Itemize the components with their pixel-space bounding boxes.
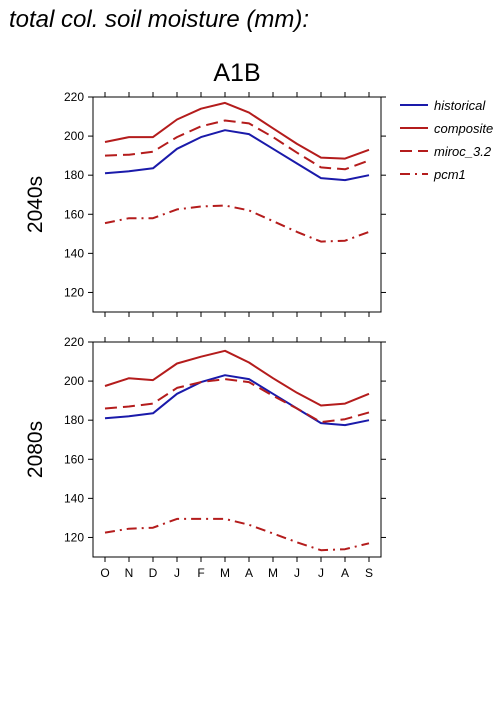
series-line-composite xyxy=(104,101,370,160)
x-tick-label: F xyxy=(197,566,204,580)
x-tick-label: J xyxy=(318,566,324,580)
legend: historical composite miroc_3.2 pcm1 xyxy=(400,98,493,182)
y-tick-label: 120 xyxy=(64,530,84,544)
panel-label: 2040s xyxy=(24,176,47,233)
series-line-pcm1 xyxy=(104,204,370,243)
plot-frame xyxy=(92,96,382,313)
panel-2040s: 120 140 160 180 200 220 2040s xyxy=(24,90,386,317)
panels-layer: 120 140 160 180 200 220 2040s 120 140 160 180 200 22… xyxy=(24,90,386,580)
y-tick-label: 180 xyxy=(64,413,84,427)
y-tick-label: 200 xyxy=(64,129,84,143)
series-line-historical xyxy=(104,129,370,182)
y-tick-label: 160 xyxy=(64,207,84,221)
series-line-composite xyxy=(104,349,370,407)
x-tick-label: J xyxy=(294,566,300,580)
legend-label: pcm1 xyxy=(433,167,466,182)
series-line-miroc_3.2 xyxy=(104,378,370,424)
x-tick-label: M xyxy=(268,566,278,580)
x-tick-label: N xyxy=(125,566,134,580)
y-tick-label: 140 xyxy=(64,246,84,260)
legend-label: composite xyxy=(434,121,493,136)
series-line-pcm1 xyxy=(104,517,370,552)
x-tick-label: O xyxy=(100,566,109,580)
series-line-historical xyxy=(104,374,370,427)
y-tick-label: 140 xyxy=(64,491,84,505)
plot-frame xyxy=(92,341,382,558)
y-tick-label: 220 xyxy=(64,90,84,104)
page-title: total col. soil moisture (mm): xyxy=(9,6,310,33)
panel-label: 2080s xyxy=(24,421,47,478)
x-tick-label: J xyxy=(174,566,180,580)
y-tick-label: 220 xyxy=(64,335,84,349)
y-tick-label: 200 xyxy=(64,374,84,388)
panel-2080s: 120 140 160 180 200 220 O N D J F M A M J J A S 2080s xyxy=(24,335,386,580)
x-tick-label: D xyxy=(149,566,158,580)
y-tick-label: 180 xyxy=(64,168,84,182)
x-tick-label: S xyxy=(365,566,373,580)
x-tick-label: M xyxy=(220,566,230,580)
y-tick-label: 160 xyxy=(64,452,84,466)
scenario-title: A1B xyxy=(213,59,260,87)
legend-label: historical xyxy=(434,98,486,113)
series-line-miroc_3.2 xyxy=(104,119,370,171)
legend-label: miroc_3.2 xyxy=(434,144,492,159)
x-tick-label: A xyxy=(245,566,253,580)
x-tick-label: A xyxy=(341,566,349,580)
y-tick-label: 120 xyxy=(64,285,84,299)
